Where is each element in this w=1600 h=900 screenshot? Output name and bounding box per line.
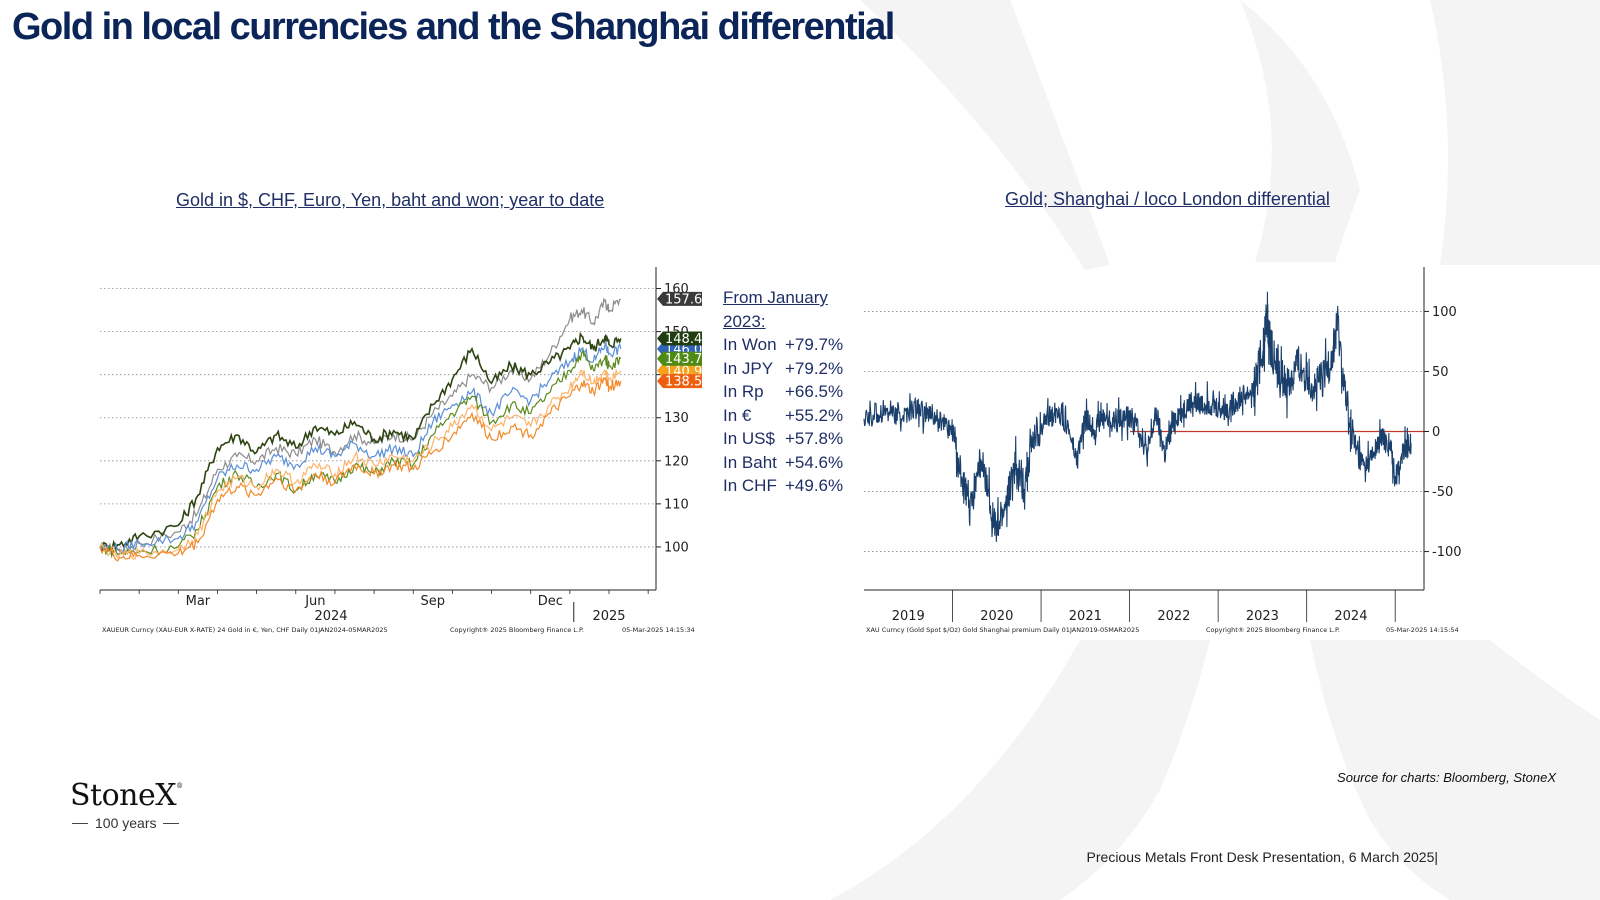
right-chart-series	[863, 291, 1412, 542]
left-x-tick-label: Sep	[421, 594, 446, 609]
logo-name: StoneX®	[70, 778, 183, 813]
presentation-footer: Precious Metals Front Desk Presentation,…	[1086, 849, 1438, 865]
right-y-tick-label: -50	[1432, 485, 1453, 500]
left-x-year-label: 2024	[314, 609, 347, 624]
left-chart-grid	[100, 288, 656, 548]
logo-dash-right	[163, 822, 180, 824]
performance-value: +54.6%	[785, 452, 844, 472]
right-chart-y-ticks: 100 50 0 -50 -100	[1424, 305, 1462, 560]
performance-row: In CHF +49.6%	[723, 474, 843, 498]
left-series-line	[99, 376, 622, 562]
performance-heading: From January 2023:	[723, 288, 828, 331]
right-chart: 2019 2020 2021 2022 2023 2024 100 50 0 -50 -100 X…	[863, 267, 1462, 634]
right-chart-title: Gold; Shanghai / loco London differentia…	[1005, 189, 1330, 209]
performance-label: In CHF	[723, 476, 777, 495]
page-title: Gold in local currencies and the Shangha…	[12, 6, 895, 48]
left-last-label: 148.4	[665, 332, 702, 347]
left-last-label-box	[657, 331, 702, 346]
logo-tagline: 100 years	[70, 815, 183, 831]
left-last-label-box	[657, 374, 702, 389]
performance-row: In € +55.2%	[723, 404, 843, 428]
performance-label: In Won	[723, 335, 777, 354]
performance-label: In Rp	[723, 382, 764, 401]
performance-label: In Baht	[723, 452, 777, 472]
right-chart-footnote-mid: Copyright® 2025 Bloomberg Finance L.P.	[1206, 626, 1340, 634]
logo-name-text: StoneX	[70, 778, 177, 813]
left-chart-footnote-right: 05-Mar-2025 14:15:34	[622, 626, 695, 634]
left-last-label-box	[657, 351, 702, 366]
performance-row: In JPY +79.2%	[723, 357, 843, 381]
left-series-line	[99, 331, 622, 554]
performance-row: In Baht +54.6%	[723, 451, 843, 475]
performance-row: In Won +79.7%	[723, 333, 843, 357]
right-y-tick-label: 50	[1432, 365, 1449, 380]
performance-row: In US$ +57.8%	[723, 427, 843, 451]
chart-source: Source for charts: Bloomberg, StoneX	[1337, 770, 1556, 785]
left-series-line	[99, 367, 622, 560]
right-chart-grid	[864, 311, 1424, 552]
logo-dash-left	[72, 822, 88, 824]
left-y-tick-label: 100	[664, 540, 689, 555]
right-x-year-label: 2020	[980, 609, 1013, 624]
left-chart-x-ticks: Mar Jun Sep Dec 2024 2025	[99, 590, 649, 624]
left-series-line	[99, 341, 622, 554]
left-chart-y-ticks: 100110120130140150160	[656, 282, 689, 555]
performance-label: In US$	[723, 429, 775, 448]
performance-label: In €	[723, 405, 752, 425]
left-y-tick-label: 110	[664, 497, 689, 512]
right-x-year-label: 2019	[892, 609, 925, 624]
left-series-line	[99, 348, 622, 559]
left-last-label-box	[657, 291, 702, 306]
left-chart-title: Gold in $, CHF, Euro, Yen, baht and won;…	[176, 190, 605, 210]
left-last-label: 143.7	[665, 352, 702, 367]
right-chart-footnote-right: 05-Mar-2025 14:15:54	[1386, 626, 1459, 634]
right-x-year-label: 2021	[1069, 609, 1102, 624]
right-x-year-label: 2024	[1334, 609, 1367, 624]
right-chart-x-ticks: 2019 2020 2021 2022 2023 2024	[892, 590, 1396, 624]
right-y-tick-label: 0	[1432, 425, 1440, 440]
right-x-year-label: 2023	[1246, 609, 1279, 624]
left-x-tick-label: Jun	[304, 594, 325, 609]
left-x-tick-label: Dec	[538, 594, 563, 609]
performance-table: From January 2023: In Won +79.7% In JPY +79…	[723, 286, 843, 498]
right-chart-footnote-left: XAU Curncy (Gold Spot $/Oz) Gold Shangha…	[866, 626, 1139, 634]
performance-row: In Rp +66.5%	[723, 380, 843, 404]
left-series-line	[99, 297, 622, 555]
left-x-year-label: 2025	[592, 609, 625, 624]
left-y-tick-label: 120	[664, 454, 689, 469]
left-chart-series	[99, 297, 622, 562]
left-last-label: 138.5	[665, 375, 702, 390]
right-x-year-label: 2022	[1157, 609, 1190, 624]
left-x-tick-label: Mar	[186, 594, 211, 609]
right-y-tick-label: 100	[1432, 305, 1457, 320]
performance-value: +79.2%	[785, 358, 844, 378]
right-series-line	[863, 291, 1412, 542]
left-y-tick-label: 130	[664, 411, 689, 426]
performance-value: +57.8%	[785, 429, 844, 448]
right-y-tick-label: -100	[1432, 545, 1462, 560]
logo-registered-mark: ®	[176, 782, 183, 790]
performance-value: +79.7%	[785, 335, 844, 354]
left-last-label: 157.6	[665, 292, 702, 307]
performance-value: +66.5%	[785, 382, 844, 401]
stonex-logo: StoneX® 100 years	[70, 778, 183, 831]
performance-label: In JPY	[723, 358, 774, 378]
logo-tagline-text: 100 years	[95, 815, 157, 831]
left-chart-footnote-mid: Copyright® 2025 Bloomberg Finance L.P.	[450, 626, 584, 634]
performance-value: +55.2%	[785, 405, 844, 425]
performance-value: +49.6%	[785, 476, 844, 495]
left-chart-footnote-left: XAUEUR Curncy (XAU-EUR X-RATE) 24 Gold i…	[102, 626, 388, 634]
performance-rows: In Won +79.7% In JPY +79.2% In Rp +66.5% In € +…	[723, 333, 843, 498]
